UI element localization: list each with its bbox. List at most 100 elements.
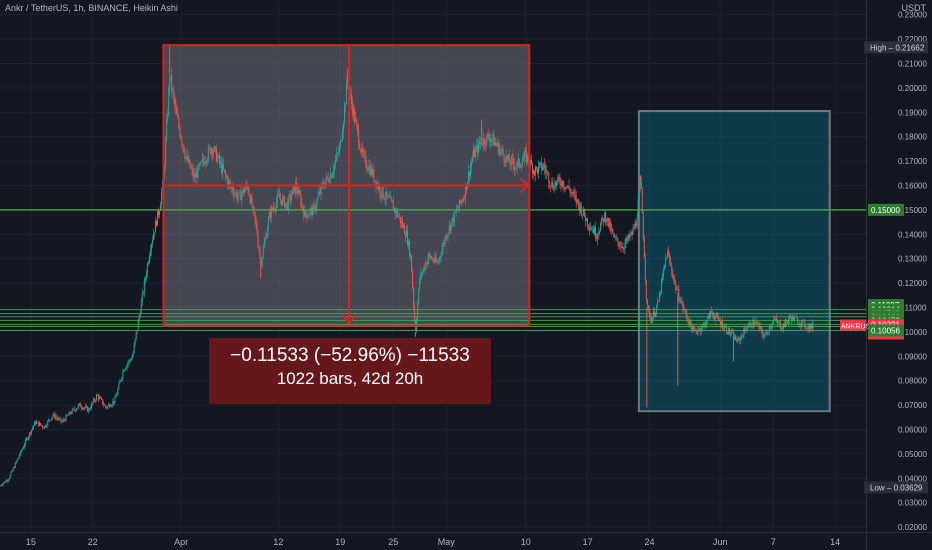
candle-body bbox=[117, 388, 119, 395]
candle-body bbox=[615, 236, 617, 239]
candle-body bbox=[431, 258, 433, 260]
candle-body bbox=[405, 230, 407, 237]
price-axis[interactable]: 0.23000 0.22000 0.21000 0.20000 0.19000 0.180… bbox=[898, 11, 927, 532]
candle-body bbox=[113, 401, 115, 403]
level-price-text: 0.10056 bbox=[871, 327, 900, 336]
candle-body bbox=[37, 421, 39, 423]
candle-body bbox=[567, 185, 569, 188]
candle-body bbox=[326, 176, 328, 178]
candle-body bbox=[321, 183, 323, 185]
candle-body bbox=[360, 149, 362, 153]
candle-body bbox=[736, 340, 738, 342]
candle-body bbox=[211, 148, 213, 154]
measure-tool[interactable] bbox=[162, 44, 531, 327]
time-axis[interactable]: 15 22 Apr 12 19 25 May 10 17 24 Jun 7 14 bbox=[26, 537, 840, 547]
candle-body bbox=[22, 447, 24, 449]
candle-body bbox=[599, 231, 601, 234]
price-tick-label: 0.11000 bbox=[898, 303, 927, 312]
candle-body bbox=[426, 262, 428, 265]
candle-body bbox=[131, 357, 133, 360]
time-tick-label: 17 bbox=[583, 537, 593, 547]
candle-body bbox=[647, 305, 649, 310]
candle-body bbox=[254, 212, 256, 220]
candle-body bbox=[649, 317, 651, 318]
candle-body bbox=[763, 336, 765, 338]
candle-body bbox=[455, 210, 457, 213]
candle-body bbox=[545, 168, 547, 173]
candle-body bbox=[474, 149, 476, 158]
candle-body bbox=[791, 317, 793, 322]
candle-body bbox=[586, 218, 588, 226]
candle-body bbox=[663, 269, 665, 277]
currency-label: USDT bbox=[901, 3, 927, 13]
candle-body bbox=[645, 279, 647, 300]
candle-body bbox=[1, 485, 3, 486]
candle-body bbox=[305, 210, 307, 215]
candle-body bbox=[8, 478, 10, 481]
candle-body bbox=[475, 148, 477, 158]
candle-body bbox=[277, 194, 279, 195]
candle-body bbox=[481, 142, 483, 145]
candle-body bbox=[537, 167, 539, 174]
candle-body bbox=[809, 324, 811, 331]
candle-body bbox=[172, 90, 174, 91]
candle-body bbox=[512, 158, 514, 165]
candle-body bbox=[425, 262, 427, 269]
candle-body bbox=[31, 429, 33, 434]
candle-body bbox=[421, 272, 423, 275]
candle-body bbox=[402, 225, 404, 227]
candle-body bbox=[508, 154, 510, 163]
candle-body bbox=[523, 152, 525, 159]
candle-body bbox=[315, 206, 317, 211]
symbol-title[interactable]: Ankr / TetherUS, 1h, BINANCE, Heikin Ash… bbox=[5, 3, 178, 13]
candle-body bbox=[116, 394, 118, 397]
candle-body bbox=[237, 196, 239, 199]
candle-body bbox=[268, 211, 270, 220]
candle-body bbox=[769, 326, 771, 328]
candle-body bbox=[55, 417, 57, 419]
candle-body bbox=[476, 145, 478, 149]
candle-body bbox=[513, 164, 515, 170]
candle-body bbox=[175, 104, 177, 109]
candle-body bbox=[477, 145, 479, 153]
candle-body bbox=[125, 367, 127, 369]
price-tick-label: 0.14000 bbox=[898, 230, 927, 239]
candle-body bbox=[127, 362, 129, 365]
candle-body bbox=[434, 256, 436, 262]
candle-body bbox=[627, 234, 629, 241]
candle-body bbox=[114, 397, 116, 403]
candle-body bbox=[439, 257, 441, 259]
candle-body bbox=[516, 162, 518, 168]
candle-body bbox=[53, 413, 55, 416]
candle-body bbox=[533, 170, 535, 174]
candle-body bbox=[26, 438, 28, 440]
candle-body bbox=[265, 237, 267, 238]
candle-body bbox=[355, 119, 357, 122]
candle-body bbox=[595, 227, 597, 238]
candle-body bbox=[397, 216, 399, 217]
candle-body bbox=[245, 184, 247, 190]
candle-body bbox=[153, 232, 155, 235]
candle-body bbox=[587, 225, 589, 228]
candle-body bbox=[185, 157, 187, 159]
candle-body bbox=[679, 299, 681, 303]
candle-body bbox=[229, 180, 231, 184]
candle-body bbox=[138, 315, 140, 321]
candle-body bbox=[460, 201, 462, 203]
candle-body bbox=[334, 160, 336, 165]
candle-body bbox=[404, 233, 406, 237]
candle-body bbox=[270, 207, 272, 218]
candle-body bbox=[278, 194, 280, 199]
candle-body bbox=[135, 332, 137, 339]
candle-body bbox=[488, 134, 490, 139]
candle-body bbox=[535, 166, 537, 175]
candle-body bbox=[25, 438, 27, 440]
candle-body bbox=[532, 164, 534, 174]
candle-body bbox=[766, 332, 768, 334]
candle-body bbox=[437, 262, 439, 263]
candle-body bbox=[559, 179, 561, 184]
candle-body bbox=[756, 321, 758, 324]
candle-body bbox=[430, 255, 432, 259]
candle-body bbox=[519, 166, 521, 167]
